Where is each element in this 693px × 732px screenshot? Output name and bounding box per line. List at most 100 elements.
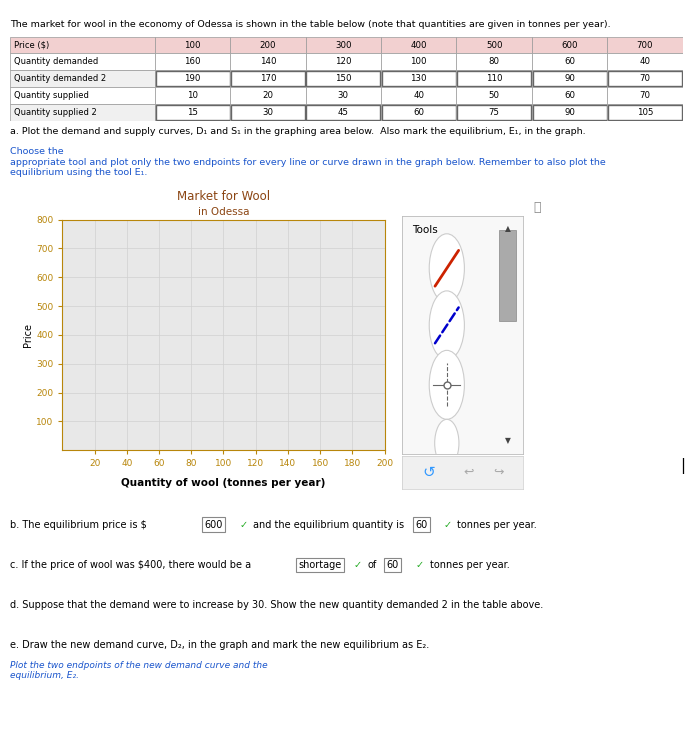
Circle shape — [429, 234, 464, 303]
Bar — [532, 53, 607, 70]
Text: 200: 200 — [260, 40, 277, 50]
Bar — [532, 70, 607, 87]
Text: ✓: ✓ — [444, 520, 452, 530]
Bar — [231, 105, 305, 120]
Bar — [457, 105, 531, 120]
Bar — [382, 105, 456, 120]
Text: The market for wool in the economy of Odessa is shown in the table below (note t: The market for wool in the economy of Od… — [10, 20, 611, 29]
Bar — [382, 71, 456, 86]
Bar — [155, 70, 230, 87]
Text: Market for Wool: Market for Wool — [177, 190, 270, 203]
Bar — [608, 71, 682, 86]
Text: in Odessa: in Odessa — [198, 206, 249, 217]
Text: 100: 100 — [184, 40, 201, 50]
Text: 150: 150 — [335, 74, 351, 83]
Text: S₁: S₁ — [442, 362, 452, 373]
Text: 45: 45 — [338, 108, 349, 117]
Bar — [155, 104, 230, 121]
Text: tonnes per year.: tonnes per year. — [457, 520, 537, 530]
Bar — [10, 87, 155, 104]
Bar — [608, 105, 682, 120]
Bar — [10, 53, 155, 70]
Bar — [457, 71, 531, 86]
Bar — [457, 37, 532, 53]
Bar — [381, 87, 457, 104]
Bar — [155, 87, 230, 104]
Text: 700: 700 — [637, 40, 653, 50]
Text: Plot the two endpoints of the new demand curve and the
equilibrium, E₂.: Plot the two endpoints of the new demand… — [10, 661, 268, 681]
Text: 300: 300 — [335, 40, 351, 50]
Text: 60: 60 — [564, 57, 575, 67]
Text: 105: 105 — [637, 108, 653, 117]
Bar — [457, 104, 532, 121]
Text: 15: 15 — [187, 108, 198, 117]
Text: 60: 60 — [564, 91, 575, 100]
Bar — [532, 37, 607, 53]
Text: ▼: ▼ — [505, 436, 511, 446]
Text: e. Draw the new demand curve, D₂, in the graph and mark the new equilibrium as E: e. Draw the new demand curve, D₂, in the… — [10, 640, 430, 651]
Text: ↪: ↪ — [493, 466, 505, 479]
Text: 100: 100 — [410, 57, 427, 67]
Bar — [381, 104, 457, 121]
Text: 130: 130 — [410, 74, 427, 83]
Text: Quantity supplied: Quantity supplied — [14, 91, 89, 100]
Bar — [156, 105, 229, 120]
Bar — [607, 53, 683, 70]
Text: 30: 30 — [263, 108, 274, 117]
Bar — [499, 230, 516, 321]
Bar — [230, 87, 306, 104]
Text: 50: 50 — [489, 91, 500, 100]
Bar — [10, 37, 155, 53]
Text: 600: 600 — [561, 40, 578, 50]
Text: ⓘ: ⓘ — [534, 201, 541, 214]
Bar — [457, 87, 532, 104]
Text: 70: 70 — [640, 91, 651, 100]
Bar — [607, 87, 683, 104]
Text: 40: 40 — [640, 57, 651, 67]
Text: 70: 70 — [640, 74, 651, 83]
Text: Quantity demanded 2: Quantity demanded 2 — [14, 74, 106, 83]
Text: 120: 120 — [335, 57, 351, 67]
Text: a. Plot the demand and supply curves, D₁ and S₁ in the graphing area below.  Als: a. Plot the demand and supply curves, D₁… — [10, 127, 586, 135]
Text: d. Suppose that the demand were to increase by 30. Show the new quantity demande: d. Suppose that the demand were to incre… — [10, 600, 543, 610]
Text: 75: 75 — [489, 108, 500, 117]
Text: Quantity demanded: Quantity demanded — [14, 57, 98, 67]
Text: 10: 10 — [187, 91, 198, 100]
Text: ✓: ✓ — [353, 560, 362, 570]
Text: 170: 170 — [260, 74, 277, 83]
Text: 60: 60 — [413, 108, 424, 117]
Bar — [306, 87, 381, 104]
Text: 140: 140 — [260, 57, 277, 67]
Text: 600: 600 — [204, 520, 223, 530]
Bar — [532, 71, 606, 86]
Text: 400: 400 — [410, 40, 427, 50]
Bar — [381, 53, 457, 70]
Text: ✓: ✓ — [239, 520, 247, 530]
Text: 30: 30 — [338, 91, 349, 100]
Bar — [230, 37, 306, 53]
Text: 110: 110 — [486, 74, 502, 83]
Text: of: of — [367, 560, 376, 570]
Bar — [607, 104, 683, 121]
Bar — [381, 70, 457, 87]
Bar — [306, 105, 380, 120]
Bar — [532, 104, 607, 121]
Text: 80: 80 — [489, 57, 500, 67]
Bar — [10, 104, 155, 121]
Text: Price ($): Price ($) — [14, 40, 49, 50]
Bar — [155, 37, 230, 53]
Bar — [306, 104, 381, 121]
Text: ↩: ↩ — [464, 466, 474, 479]
Y-axis label: Price: Price — [24, 323, 33, 347]
Bar — [230, 53, 306, 70]
Text: Quantity supplied 2: Quantity supplied 2 — [14, 108, 96, 117]
Text: Quantity of wool (tonnes per year): Quantity of wool (tonnes per year) — [121, 478, 326, 488]
Text: tonnes per year.: tonnes per year. — [430, 560, 509, 570]
Bar — [10, 70, 155, 87]
Text: D₁: D₁ — [441, 305, 453, 315]
Bar — [607, 37, 683, 53]
Text: |: | — [680, 458, 685, 474]
Bar — [457, 70, 532, 87]
Bar — [532, 87, 607, 104]
Text: 20: 20 — [263, 91, 274, 100]
